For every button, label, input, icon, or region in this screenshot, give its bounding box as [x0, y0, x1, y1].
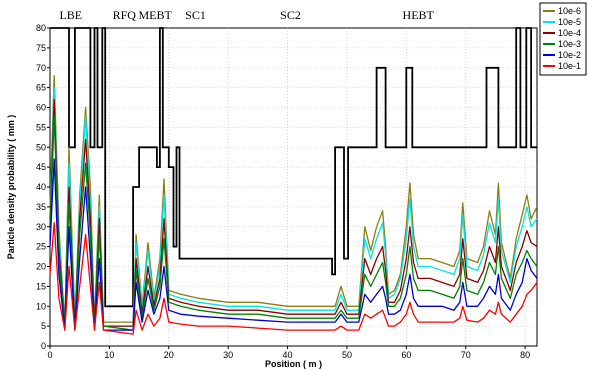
- series-layer: [49, 75, 538, 335]
- x-tick-label: 10: [104, 350, 114, 360]
- section-label: SC2: [280, 8, 301, 22]
- y-tick-label: 40: [36, 182, 46, 192]
- y-tick-label: 5: [41, 321, 46, 331]
- y-tick-label: 35: [36, 202, 46, 212]
- x-tick-label: 20: [164, 350, 174, 360]
- y-tick-label: 15: [36, 281, 46, 291]
- series-line-10e-1: [49, 222, 538, 335]
- y-tick-label: 30: [36, 222, 46, 232]
- y-tick-label: 75: [36, 43, 46, 53]
- y-tick-label: 10: [36, 301, 46, 311]
- legend-box: [539, 2, 587, 76]
- legend-label: 10e-4: [558, 28, 581, 38]
- section-label: LBE: [59, 8, 82, 22]
- y-tick-label: 70: [36, 63, 46, 73]
- axes: 0 5 10 15 20 25 30 35 40 45 50 55 60 65 70 75 80 0 10 20 30 4…: [36, 23, 530, 360]
- aperture-line: [50, 27, 537, 308]
- y-tick-label: 50: [36, 142, 46, 152]
- section-label: MEBT: [138, 8, 172, 22]
- y-tick-label: 80: [36, 23, 46, 33]
- section-label: RFQ: [113, 8, 137, 22]
- y-tick-label: 60: [36, 103, 46, 113]
- y-tick-label: 25: [36, 242, 46, 252]
- legend-label: 10e-3: [558, 39, 581, 49]
- series-line-10e-4: [49, 98, 538, 327]
- x-tick-label: 80: [520, 350, 530, 360]
- x-tick-label: 50: [342, 350, 352, 360]
- x-tick-label: 0: [47, 350, 52, 360]
- section-label: HEBT: [403, 8, 435, 22]
- y-tick-label: 55: [36, 122, 46, 132]
- y-tick-label: 45: [36, 162, 46, 172]
- series-line-10e-3: [49, 114, 538, 331]
- section-labels: LBE RFQ MEBT SC1 SC2 HEBT: [59, 8, 434, 22]
- y-axis-label: Particle density probability ( mm ): [6, 115, 16, 260]
- gridlines: [50, 28, 537, 346]
- legend-label: 10e-5: [558, 17, 581, 27]
- legend-label: 10e-2: [558, 50, 581, 60]
- section-label: SC1: [185, 8, 206, 22]
- y-tick-label: 20: [36, 262, 46, 272]
- x-tick-label: 40: [283, 350, 293, 360]
- aperture-layer: [50, 27, 537, 308]
- x-axis-label: Position ( m ): [265, 359, 322, 369]
- legend-label: 10e-1: [558, 61, 581, 71]
- x-tick-label: 60: [401, 350, 411, 360]
- y-tick-label: 65: [36, 83, 46, 93]
- legend-label: 10e-6: [558, 6, 581, 16]
- series-line-10e-2: [49, 158, 538, 331]
- y-tick-label: 0: [41, 341, 46, 351]
- x-tick-label: 70: [461, 350, 471, 360]
- x-tick-label: 30: [223, 350, 233, 360]
